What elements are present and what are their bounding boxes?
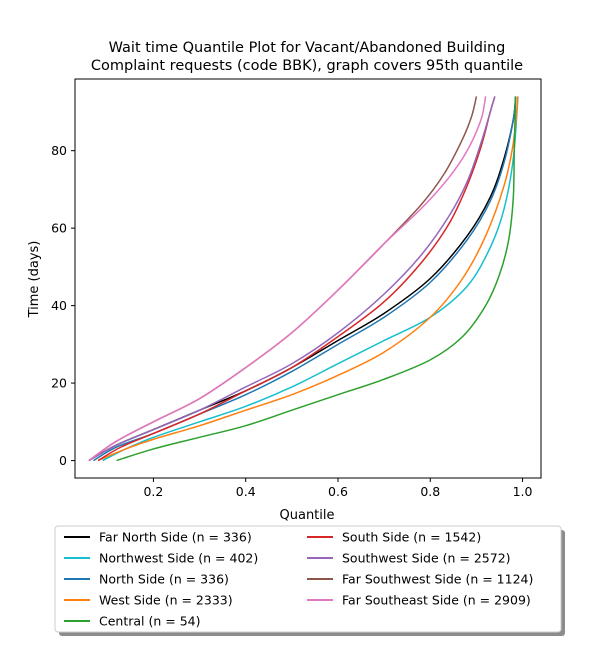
legend-label: West Side (n = 2333) (99, 593, 233, 608)
y-tick-label: 60 (51, 221, 67, 236)
legend-label: North Side (n = 336) (99, 572, 229, 587)
legend-label: Far Southwest Side (n = 1124) (342, 572, 533, 587)
y-axis-ticks: 0 20 40 60 80 (51, 143, 75, 468)
legend: Far North Side (n = 336) Northwest Side (… (54, 525, 565, 636)
y-axis-label: Time (days) (27, 241, 42, 319)
legend-entries: Far North Side (n = 336) Northwest Side (… (64, 530, 533, 629)
y-tick-label: 0 (59, 453, 67, 468)
chart-title-line-1: Wait time Quantile Plot for Vacant/Aband… (109, 40, 506, 56)
x-tick-label: 1.0 (513, 484, 533, 499)
x-tick-label: 0.4 (236, 484, 256, 499)
series-line-9 (88, 96, 487, 462)
x-tick-label: 0.6 (328, 484, 348, 499)
series-line-7 (88, 96, 496, 462)
legend-label: Southwest Side (n = 2572) (342, 551, 511, 566)
plot-lines (88, 96, 519, 462)
series-line-6 (97, 96, 496, 462)
y-tick-label: 40 (51, 298, 67, 313)
x-tick-label: 0.8 (420, 484, 440, 499)
legend-label: Northwest Side (n = 402) (99, 551, 258, 566)
series-line-4 (97, 96, 519, 462)
legend-label: South Side (n = 1542) (342, 530, 481, 545)
series-line-2 (102, 96, 519, 462)
y-tick-label: 20 (51, 376, 67, 391)
x-axis-ticks: 0.2 0.4 0.6 0.8 1.0 (143, 478, 533, 499)
chart-title-line-2: Complaint requests (code BBK), graph cov… (91, 58, 523, 74)
legend-label: Far North Side (n = 336) (99, 530, 252, 545)
y-tick-label: 80 (51, 143, 67, 158)
legend-label: Far Southeast Side (n = 2909) (342, 593, 531, 608)
legend-label: Central (n = 54) (99, 614, 201, 629)
plot-frame (74, 78, 542, 479)
x-tick-label: 0.2 (143, 484, 163, 499)
x-axis-label: Quantile (280, 508, 335, 523)
series-line-5 (116, 96, 517, 462)
